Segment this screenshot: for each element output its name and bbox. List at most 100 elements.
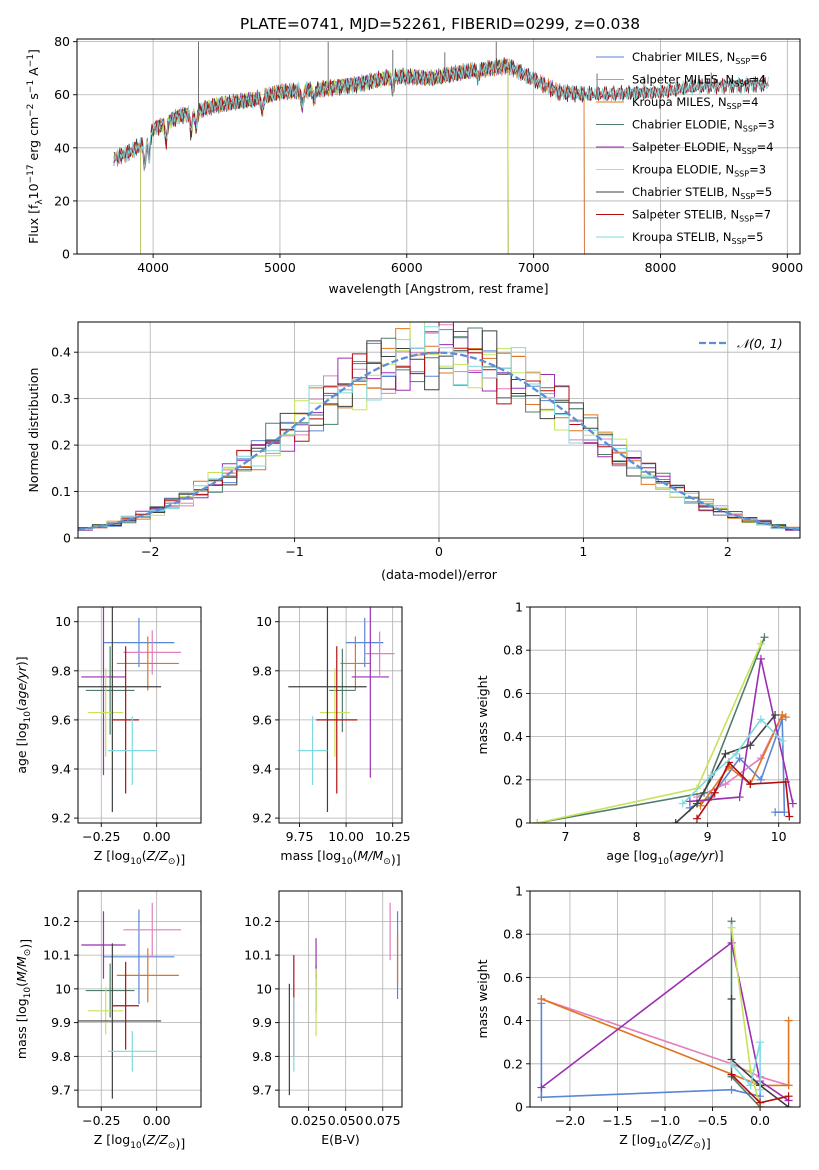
mass-vs-ebv-grid <box>279 891 402 1107</box>
spectrum-plot-area <box>113 41 769 254</box>
weight-line <box>696 761 791 820</box>
weight-marker <box>671 819 680 823</box>
x-tick-label: 8000 <box>645 260 677 275</box>
errorbar-kroupa-stelib <box>107 716 157 785</box>
x-axis-label: wavelength [Angstrom, rest frame] <box>328 281 548 296</box>
weight-series-salpeter-stelib <box>692 758 794 823</box>
chart-weight-vs-Z: −2.0 −1.5 −1.0 −0.5 0.0 0 0.2 0.4 0.6 0.8 1 Z [log1… <box>475 884 801 1151</box>
weight-marker <box>781 777 790 786</box>
weight-marker <box>727 1059 736 1068</box>
errorbar-chabrier-stelib <box>78 607 162 812</box>
weight-marker <box>537 995 546 1003</box>
weight-marker <box>710 788 719 797</box>
weight-marker <box>778 736 787 745</box>
weight-marker <box>746 780 755 789</box>
errorbar-chabrier-stelib <box>78 943 162 1099</box>
errorbar-salpeter-miles <box>123 630 182 675</box>
weight-series-kroupa-elodie <box>533 639 765 823</box>
chart-layer: 4000 5000 6000 7000 8000 9000020406080wavelen… <box>14 34 803 1151</box>
x-tick-label: −2 <box>141 544 159 559</box>
x-tick-label: 7 <box>562 829 570 844</box>
weight-marker <box>732 749 741 758</box>
weight-marker <box>780 808 789 817</box>
legend-entry: Salpeter MILES, NSSP=4 <box>632 73 766 89</box>
x-tick-label: −2.0 <box>555 1113 585 1128</box>
x-tick-label: 10.25 <box>375 829 411 844</box>
weight-marker <box>784 1016 793 1025</box>
weight-line <box>730 1042 761 1090</box>
x-tick-label: 0 <box>435 544 443 559</box>
errorbar-kroupa-elodie <box>87 987 124 1035</box>
legend-entry: Kroupa ELODIE, NSSP=3 <box>632 163 766 179</box>
y-tick-label: 20 <box>54 193 70 208</box>
x-tick-label: 10 <box>771 829 787 844</box>
x-tick-label: 5000 <box>264 260 296 275</box>
y-axis-label: mass [log10(M/M⊙)] <box>14 939 33 1059</box>
chart-age-vs-Z: −0.25 0.00 9.2 9.4 9.6 9.8 10 Z [log10(Z/Z⊙)] ag… <box>14 606 202 867</box>
mass-vs-Z-frame <box>77 890 202 1108</box>
x-tick-label: 8 <box>633 829 641 844</box>
y-tick-label: 40 <box>54 140 70 155</box>
weight-marker <box>756 715 765 724</box>
weight-marker <box>537 1093 546 1102</box>
y-axis-label: age [log10(age/yr)] <box>14 656 33 773</box>
y-tick-label: 9.4 <box>51 762 71 777</box>
y-tick-label: 9.8 <box>51 1049 71 1064</box>
x-axis-label: mass [log10(M/M⊙)] <box>280 848 400 867</box>
x-tick-label: 0.050 <box>328 1113 364 1128</box>
weight-marker <box>756 1038 765 1047</box>
weight-marker <box>692 784 701 793</box>
x-tick-label: 1 <box>579 544 587 559</box>
y-tick-label: 0.2 <box>503 1056 523 1071</box>
age-vs-Z-grid <box>78 607 201 823</box>
x-tick-label: 6000 <box>391 260 423 275</box>
hist-step-kroupa-stelib <box>78 326 800 530</box>
weight-vs-age-frame <box>529 606 801 824</box>
errorbar-chabrier-elodie <box>85 646 135 735</box>
y-tick-label: 9.9 <box>252 1015 272 1030</box>
weight-marker <box>756 1085 765 1094</box>
x-tick-label: 9000 <box>771 260 803 275</box>
weight-marker <box>781 713 790 722</box>
y-tick-label: 1 <box>515 884 523 899</box>
mass-vs-ebv-frame <box>278 890 403 1108</box>
x-tick-label: 0.0 <box>750 1113 770 1128</box>
y-tick-label: 9.2 <box>51 811 71 826</box>
weight-line <box>541 998 789 1087</box>
y-tick-label: 0.2 <box>503 772 523 787</box>
x-tick-label: 0.025 <box>291 1113 327 1128</box>
spectrum-line-salpeter-stelib <box>113 57 769 169</box>
y-tick-label: 0 <box>62 247 70 262</box>
errorbar-chabrier-miles <box>103 909 175 1005</box>
weight-line <box>541 998 790 1087</box>
chart-spectrum: 4000 5000 6000 7000 8000 9000 0 20 40 60 80 wavelen… <box>26 34 803 296</box>
y-tick-label: 0.3 <box>51 391 71 406</box>
y-tick-label: 9.8 <box>252 663 272 678</box>
mass-vs-Z-plot-area <box>78 902 182 1099</box>
y-tick-label: 0.8 <box>503 927 523 942</box>
weight-marker <box>756 775 765 784</box>
x-tick-label: −1.0 <box>650 1113 680 1128</box>
weight-marker <box>735 793 744 802</box>
legend-entry: Kroupa MILES, NSSP=4 <box>632 95 759 111</box>
spectrum-legend: Chabrier MILES, NSSP=6 Salpeter MILES, NS… <box>596 50 775 246</box>
y-tick-label: 10.2 <box>43 914 71 929</box>
legend-entry: Chabrier STELIB, NSSP=5 <box>632 185 772 201</box>
y-tick-label: 9.2 <box>252 811 272 826</box>
y-tick-label: 10 <box>55 981 71 996</box>
y-tick-label: 1 <box>515 600 523 615</box>
legend-entry: Salpeter STELIB, NSSP=7 <box>632 208 771 224</box>
weight-marker <box>533 819 542 823</box>
y-axis-label: Flux [fλ10−17 erg cm−2 s−1 A−1] <box>26 49 45 244</box>
legend-entry: Kroupa STELIB, NSSP=5 <box>632 230 764 246</box>
x-tick-label: −0.25 <box>82 829 120 844</box>
x-tick-label: 0.075 <box>365 1113 401 1128</box>
y-tick-label: 10.2 <box>244 914 272 929</box>
weight-line <box>730 999 790 1107</box>
errorbar-salpeter-miles <box>364 631 395 676</box>
errorbar-kroupa-miles <box>340 636 371 691</box>
x-axis-label: Z [log10(Z/Z⊙)] <box>94 848 185 867</box>
x-tick-label: −1 <box>285 544 303 559</box>
errorbar-salpeter-stelib <box>112 646 139 794</box>
